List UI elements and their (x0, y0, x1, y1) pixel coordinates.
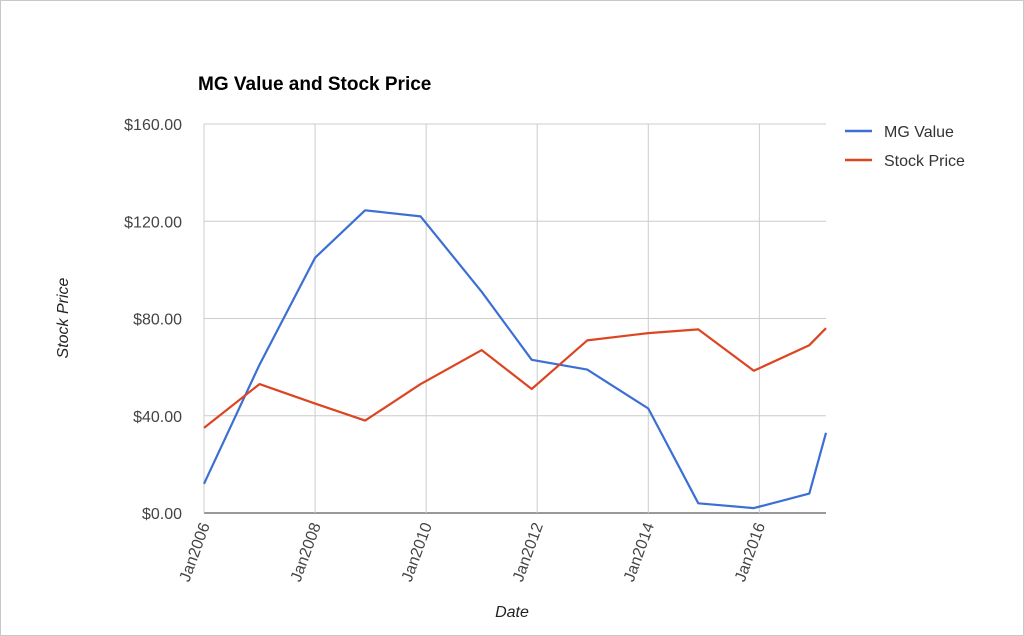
grid (203, 123, 826, 514)
y-tick-label: $160.00 (124, 117, 182, 134)
series-line-stock-price (203, 327, 827, 429)
chart-title: MG Value and Stock Price (198, 74, 432, 95)
x-tick-label: Jan2010 (399, 520, 436, 584)
x-tick-label: Jan2008 (288, 520, 325, 584)
x-tick-label: Jan2006 (177, 520, 214, 584)
y-tick-labels: $0.00 $40.00 $80.00 $120.00 $160.00 (124, 117, 182, 523)
y-tick-label: $80.00 (133, 312, 182, 329)
legend: MG Value Stock Price (845, 124, 965, 170)
x-tick-label: Jan2014 (621, 520, 658, 584)
x-axis-label: Date (495, 604, 529, 621)
legend-label: Stock Price (884, 153, 965, 170)
x-tick-label: Jan2012 (510, 520, 547, 584)
y-tick-label: $0.00 (142, 506, 182, 523)
y-tick-label: $40.00 (133, 409, 182, 426)
y-tick-label: $120.00 (124, 214, 182, 231)
y-axis-label: Stock Price (55, 277, 72, 358)
x-tick-label: Jan2016 (732, 520, 769, 584)
legend-label: MG Value (884, 124, 954, 141)
series-line-mg-value (203, 209, 828, 510)
series-lines (203, 209, 828, 510)
x-tick-labels: Jan2006 Jan2008 Jan2010 Jan2012 Jan2014 Jan20… (177, 520, 769, 584)
